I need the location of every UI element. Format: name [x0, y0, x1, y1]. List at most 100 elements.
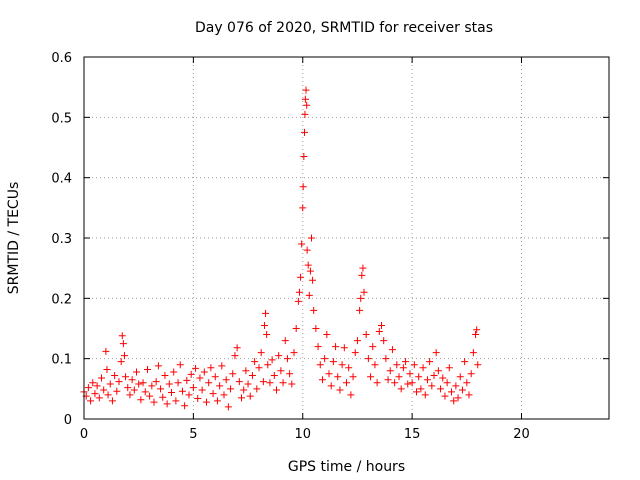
data-point — [364, 355, 372, 363]
data-point — [108, 397, 116, 405]
data-point — [367, 373, 375, 381]
data-point — [128, 376, 136, 384]
data-point — [329, 358, 337, 366]
data-point — [251, 358, 259, 366]
data-point — [211, 373, 219, 381]
data-point — [159, 393, 167, 401]
data-point — [262, 309, 270, 317]
data-point — [410, 361, 418, 369]
data-point — [172, 397, 180, 405]
data-point — [413, 388, 420, 396]
data-point — [469, 349, 477, 357]
data-point — [360, 288, 368, 296]
y-axis-label: SRMTID / TECUs — [6, 182, 22, 295]
data-point — [154, 362, 162, 370]
data-point — [161, 372, 169, 380]
data-point — [358, 271, 366, 279]
data-point — [439, 374, 447, 382]
data-point — [421, 391, 429, 399]
data-point — [141, 388, 149, 396]
data-point — [359, 264, 367, 272]
data-point — [430, 372, 438, 380]
data-point — [432, 349, 440, 357]
y-tick-label: 0.1 — [51, 353, 72, 368]
data-point — [255, 364, 263, 372]
data-point — [351, 349, 359, 357]
data-point — [122, 373, 130, 381]
data-point — [371, 361, 379, 369]
data-point — [115, 378, 123, 386]
data-point — [235, 378, 243, 386]
data-point — [146, 392, 154, 400]
data-point — [334, 373, 342, 381]
data-point — [375, 328, 383, 336]
data-point — [120, 352, 128, 360]
data-point — [277, 367, 285, 375]
data-point — [263, 331, 271, 339]
x-tick-label: 0 — [80, 427, 88, 442]
data-point — [428, 382, 436, 390]
data-point — [137, 396, 145, 404]
data-point — [347, 391, 355, 399]
data-point — [103, 366, 111, 374]
data-point — [224, 403, 232, 411]
data-point — [349, 373, 357, 381]
data-point — [325, 370, 333, 378]
data-point — [244, 380, 252, 388]
data-point — [474, 361, 482, 369]
data-point — [198, 386, 206, 394]
data-point — [163, 400, 171, 408]
data-point — [220, 391, 228, 399]
data-point — [395, 373, 403, 381]
data-point — [357, 294, 365, 302]
data-point — [314, 343, 322, 351]
tick-labels: 0 5 10 15 20 0 0.1 0.2 0.3 0.4 0.5 0.6 — [51, 51, 529, 442]
data-point — [133, 368, 140, 376]
data-point — [369, 343, 377, 351]
y-tick-label: 0 — [64, 413, 72, 428]
data-point — [246, 392, 254, 400]
data-point — [130, 386, 138, 394]
data-point — [98, 374, 105, 382]
data-point — [227, 385, 235, 393]
data-point — [300, 153, 308, 161]
data-point — [150, 398, 158, 406]
data-point — [318, 376, 326, 384]
data-point — [260, 321, 268, 329]
data-point — [312, 325, 320, 332]
data-point — [391, 379, 399, 387]
plot-border — [83, 56, 610, 420]
data-point — [441, 392, 449, 400]
x-tick-label: 10 — [294, 427, 311, 442]
data-point — [406, 370, 414, 378]
data-point — [257, 349, 265, 357]
y-tick-label: 0.2 — [51, 292, 72, 307]
data-point — [111, 372, 119, 380]
data-point — [380, 337, 388, 345]
data-point — [213, 397, 221, 405]
data-point — [231, 352, 239, 360]
data-point — [157, 385, 165, 393]
data-point — [240, 386, 248, 394]
data-point — [353, 337, 361, 345]
data-point — [456, 373, 464, 381]
data-point — [399, 364, 407, 372]
data-point — [303, 101, 311, 109]
data-point — [473, 326, 481, 334]
data-point — [207, 364, 215, 372]
data-point — [295, 288, 303, 296]
data-point — [185, 391, 193, 399]
data-point — [417, 385, 425, 393]
data-point — [434, 367, 442, 375]
data-point — [203, 398, 210, 406]
data-point — [338, 361, 346, 369]
data-point — [340, 344, 348, 352]
data-point — [345, 364, 353, 372]
data-point — [290, 349, 298, 357]
data-point — [89, 379, 97, 387]
data-point — [259, 378, 267, 386]
data-point — [124, 384, 132, 392]
data-point — [437, 385, 445, 393]
data-point — [321, 355, 329, 363]
data-point — [181, 402, 189, 410]
